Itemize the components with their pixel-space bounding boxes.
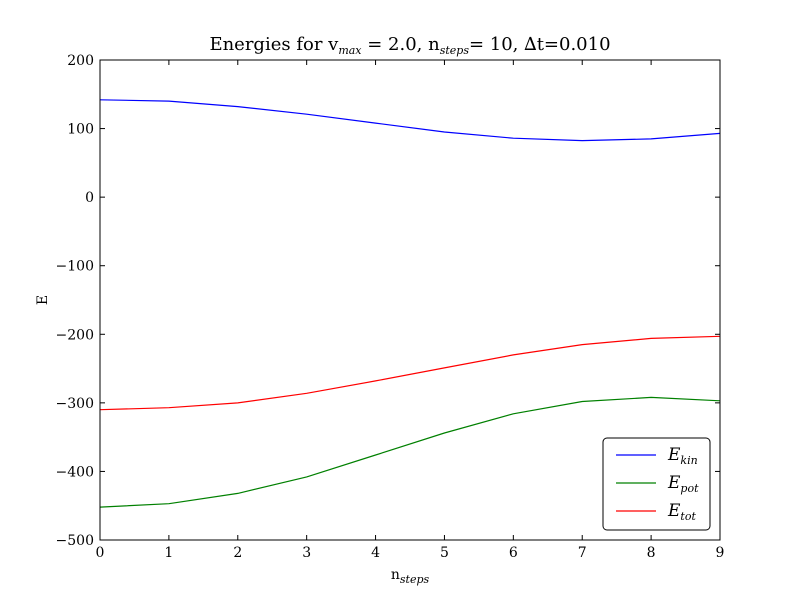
axis-ticks: 0 1 2 3 4 5 6 7 8 9 −500 −400 −300 −200 −100 0 100 200 — [56, 53, 725, 561]
y-tick-label: −100 — [56, 259, 94, 275]
x-tick-label: 3 — [302, 545, 311, 561]
y-tick-label: 0 — [85, 190, 94, 206]
y-tick-label: 200 — [67, 53, 94, 69]
y-tick-label: −300 — [56, 396, 94, 412]
plot-frame — [99, 59, 721, 541]
x-tick-label: 7 — [578, 545, 587, 561]
x-tick-label: 8 — [647, 545, 656, 561]
y-tick-label: −400 — [56, 464, 94, 480]
x-tick-label: 5 — [440, 545, 449, 561]
legend-label-kin: Ekin — [667, 445, 698, 467]
legend: Ekin Epot Etot — [602, 437, 711, 531]
legend-label-pot: Epot — [667, 473, 699, 495]
y-tick-label: −200 — [56, 327, 94, 343]
x-tick-label: 1 — [164, 545, 173, 561]
x-tick-label: 4 — [371, 545, 380, 561]
y-tick-label: −500 — [56, 533, 94, 549]
series-lines — [99, 99, 721, 508]
x-tick-label: 0 — [96, 545, 105, 561]
x-tick-label: 9 — [716, 545, 725, 561]
series-line-kin — [99, 99, 721, 142]
legend-box — [602, 437, 711, 531]
y-axis-label: E — [35, 295, 51, 305]
x-tick-label: 2 — [233, 545, 242, 561]
legend-label-tot: Etot — [667, 501, 696, 523]
series-line-tot — [99, 335, 721, 411]
chart-title: Energies for vmax = 2.0, nsteps= 10, ∆t=… — [209, 34, 610, 57]
x-axis-label: nsteps — [391, 567, 430, 586]
series-line-pot — [99, 396, 721, 508]
x-tick-label: 6 — [509, 545, 518, 561]
y-tick-label: 100 — [67, 122, 94, 138]
